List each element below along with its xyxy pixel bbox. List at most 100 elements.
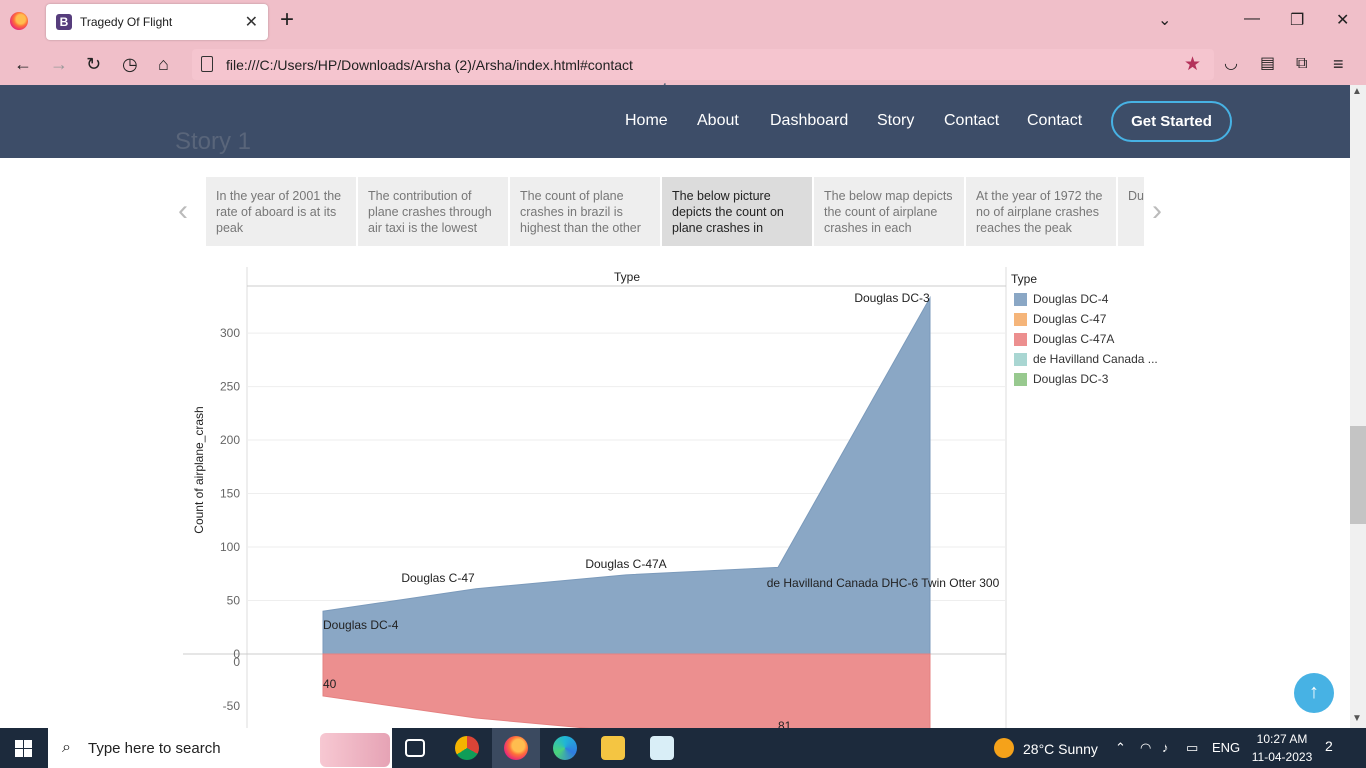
tab-list-chevron-icon[interactable]: ⌄ xyxy=(1158,12,1172,29)
menu-icon[interactable]: ≡ xyxy=(1333,54,1344,74)
bootstrap-favicon-icon: B xyxy=(56,14,72,30)
url-text[interactable]: file:///C:/Users/HP/Downloads/Arsha (2)/… xyxy=(226,57,633,73)
home-icon[interactable]: ⌂ xyxy=(158,54,169,74)
nav-contact[interactable]: Contact xyxy=(944,112,1000,129)
extensions-icon[interactable]: ⧉ xyxy=(1296,55,1308,72)
legend-label: Douglas DC-4 xyxy=(1033,292,1109,306)
tab-title: Tragedy Of Flight xyxy=(80,15,173,29)
lower-y-tick-label: -50 xyxy=(223,699,241,713)
area-mark-label: de Havilland Canada DHC-6 Twin Otter 300 xyxy=(767,576,1000,590)
story-card[interactable]: In the year of 2001 the rate of aboard i… xyxy=(206,177,356,246)
get-started-button[interactable]: Get Started xyxy=(1111,101,1232,142)
new-tab-button[interactable]: + xyxy=(280,6,295,33)
tray-chevron-icon[interactable]: ⌃ xyxy=(1115,740,1126,755)
legend-item[interactable]: Douglas DC-3 xyxy=(1011,372,1171,392)
luggage-promo-icon[interactable] xyxy=(320,733,390,767)
area-mark-label: Douglas C-47A xyxy=(585,557,666,571)
nav-contact-2[interactable]: Contact xyxy=(1027,112,1083,129)
taskbar-search-input[interactable]: Type here to search xyxy=(88,740,221,757)
y-axis-label: Count of airplane_crash xyxy=(192,406,206,533)
legend-swatch xyxy=(1014,333,1027,346)
legend-item[interactable]: Douglas DC-4 xyxy=(1011,292,1171,312)
scroll-down-icon[interactable]: ▼ xyxy=(1352,713,1362,724)
carousel-next-icon[interactable]: › xyxy=(1152,194,1162,227)
story-card[interactable]: At the year of 1972 the no of airplane c… xyxy=(966,177,1116,246)
nav-home[interactable]: Home xyxy=(625,112,668,129)
nav-story[interactable]: Story xyxy=(877,112,915,129)
forward-icon[interactable]: → xyxy=(50,54,68,74)
network-icon[interactable]: ◠ xyxy=(1140,740,1152,755)
lower-y-tick-label: 0 xyxy=(233,655,240,669)
page-scrollbar[interactable] xyxy=(1350,85,1366,728)
area-chart: Type Count of airplane_crash 0 50 100 150 20… xyxy=(183,267,1007,728)
back-to-top-button[interactable]: ↑ xyxy=(1294,673,1334,713)
clock-time[interactable]: 10:27 AM xyxy=(1256,732,1308,746)
scrollbar-thumb[interactable] xyxy=(1350,426,1366,524)
restore-icon[interactable]: ❐ xyxy=(1290,12,1305,29)
legend-swatch xyxy=(1014,353,1027,366)
pocket-icon[interactable]: ◡ xyxy=(1224,55,1238,72)
scroll-up-icon[interactable]: ▲ xyxy=(1352,86,1362,97)
weather-text[interactable]: 28°C Sunny xyxy=(1023,741,1098,757)
url-bar[interactable] xyxy=(192,49,1214,80)
tab-close-icon[interactable]: ✕ xyxy=(244,14,258,31)
story-card-active[interactable]: The below picture depicts the count on p… xyxy=(662,177,812,246)
volume-icon[interactable]: ♪ xyxy=(1162,740,1169,755)
story-card[interactable]: The count of plane crashes in brazil is … xyxy=(510,177,660,246)
file-explorer-icon[interactable] xyxy=(601,736,625,760)
legend-swatch xyxy=(1014,313,1027,326)
y-tick-label: 300 xyxy=(220,326,240,340)
clock-date[interactable]: 11-04-2023 xyxy=(1251,750,1313,764)
area-douglas-c-47a-lower[interactable] xyxy=(322,653,931,728)
weather-sun-icon xyxy=(994,738,1014,758)
area-douglas-dc-4[interactable] xyxy=(322,295,931,655)
nav-about[interactable]: About xyxy=(697,112,739,129)
area-mark-label: Douglas DC-4 xyxy=(323,618,399,632)
y-tick-label: 50 xyxy=(227,594,241,608)
legend-swatch xyxy=(1014,373,1027,386)
minimize-icon[interactable]: — xyxy=(1244,10,1260,27)
firefox-taskbar-icon[interactable] xyxy=(504,736,528,760)
legend-label: de Havilland Canada ... xyxy=(1033,352,1158,366)
legend-label: Douglas DC-3 xyxy=(1033,372,1109,386)
story-carousel: In the year of 2001 the rate of aboard i… xyxy=(206,177,1144,246)
chart-title: Type xyxy=(614,270,640,284)
snipping-tool-icon[interactable] xyxy=(650,736,674,760)
legend-label: Douglas C-47A xyxy=(1033,332,1115,346)
y-tick-label: 100 xyxy=(220,540,240,554)
legend-title: Type xyxy=(1011,272,1038,286)
y-tick-label: 150 xyxy=(220,487,240,501)
chrome-icon[interactable] xyxy=(455,736,479,760)
bookmark-star-icon[interactable]: ★ xyxy=(1184,54,1202,75)
story-card[interactable]: The contribution of plane crashes throug… xyxy=(358,177,508,246)
reader-view-icon[interactable]: ▤ xyxy=(1260,55,1276,72)
edge-icon[interactable] xyxy=(553,736,577,760)
background-heading: Story 1 xyxy=(175,128,252,155)
reload-icon[interactable]: ↻ xyxy=(86,54,102,74)
story-card[interactable]: The below map depicts the count of airpl… xyxy=(814,177,964,246)
history-icon[interactable]: ◷ xyxy=(122,54,138,74)
browser-tab[interactable]: B Tragedy Of Flight ✕ xyxy=(46,4,268,40)
legend-label: Douglas C-47 xyxy=(1033,312,1107,326)
search-icon: ⌕ xyxy=(62,739,71,756)
carousel-prev-icon[interactable]: ‹ xyxy=(178,194,188,227)
story-card[interactable]: Du De cas xyxy=(1118,177,1144,246)
notifications-icon[interactable]: 2 xyxy=(1325,738,1333,754)
area-mark-label: Douglas C-47 xyxy=(401,571,475,585)
page-icon xyxy=(201,56,213,72)
back-icon[interactable]: ← xyxy=(14,54,32,74)
legend-item[interactable]: Douglas C-47 xyxy=(1011,312,1171,332)
close-window-icon[interactable]: ✕ xyxy=(1336,12,1350,29)
language-indicator[interactable]: ENG xyxy=(1212,740,1241,755)
lower-value-label: 40 xyxy=(323,677,337,691)
battery-icon[interactable]: ▭ xyxy=(1186,740,1199,755)
legend-swatch xyxy=(1014,293,1027,306)
task-view-icon[interactable] xyxy=(405,739,425,757)
nav-dashboard[interactable]: Dashboard xyxy=(770,112,849,129)
firefox-icon[interactable] xyxy=(10,12,28,30)
legend-item[interactable]: de Havilland Canada ... xyxy=(1011,352,1171,372)
y-tick-label: 200 xyxy=(220,433,240,447)
windows-start-icon[interactable] xyxy=(15,740,32,757)
legend-item[interactable]: Douglas C-47A xyxy=(1011,332,1171,352)
lower-value-label: 81 xyxy=(778,719,792,728)
